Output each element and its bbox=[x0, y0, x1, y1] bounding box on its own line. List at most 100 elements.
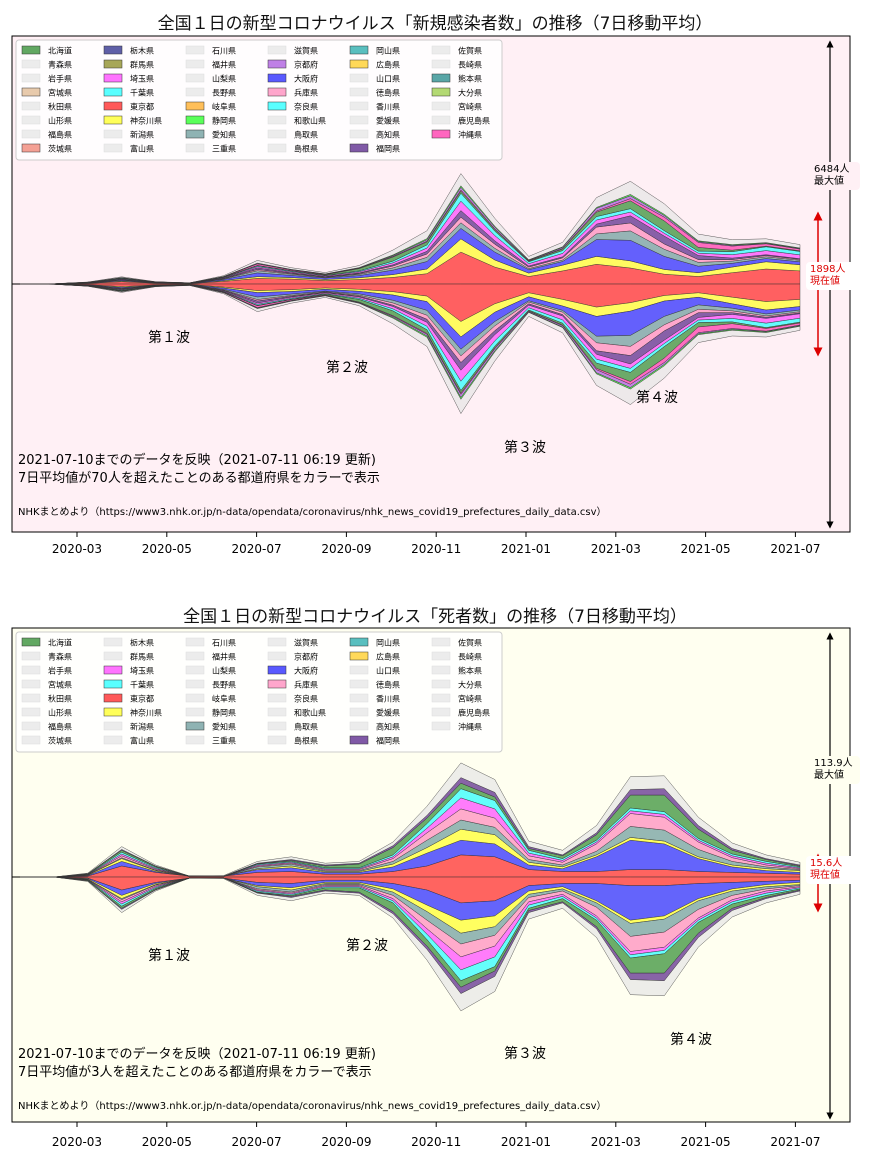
legend-label: 埼玉県 bbox=[130, 666, 154, 676]
legend-swatch bbox=[349, 59, 369, 69]
legend-swatch bbox=[431, 679, 451, 689]
legend-label: 大分県 bbox=[458, 680, 482, 690]
legend-label: 愛知県 bbox=[212, 130, 236, 140]
legend-label: 滋賀県 bbox=[294, 46, 318, 56]
legend-swatch bbox=[185, 73, 205, 83]
legend-swatch bbox=[431, 101, 451, 111]
legend-label: 熊本県 bbox=[458, 74, 482, 84]
legend-swatch bbox=[185, 129, 205, 139]
legend-swatch bbox=[103, 59, 123, 69]
legend-label: 鹿児島県 bbox=[458, 116, 490, 126]
legend-swatch bbox=[431, 665, 451, 675]
legend-swatch bbox=[185, 101, 205, 111]
legend-label: 石川県 bbox=[212, 639, 236, 648]
x-tick-label: 2020-11 bbox=[411, 1135, 461, 1149]
series-area-upper bbox=[20, 762, 801, 878]
legend-label: 和歌山県 bbox=[294, 116, 326, 126]
legend-label: 埼玉県 bbox=[130, 74, 154, 84]
legend-label: 神奈川県 bbox=[130, 708, 162, 718]
legend-label: 三重県 bbox=[212, 144, 236, 154]
wave-label: 第４波 bbox=[670, 1031, 712, 1048]
x-tick-label: 2020-03 bbox=[52, 542, 102, 556]
legend-label: 京都府 bbox=[294, 60, 318, 70]
x-tick-label: 2021-03 bbox=[591, 542, 641, 556]
legend-label: 兵庫県 bbox=[294, 680, 318, 690]
legend-swatch bbox=[185, 735, 205, 745]
legend-swatch bbox=[267, 665, 287, 675]
legend-label: 愛知県 bbox=[212, 722, 236, 732]
legend-label: 栃木県 bbox=[130, 46, 154, 56]
wave-label: 第２波 bbox=[346, 937, 388, 954]
current-label-bg bbox=[806, 856, 856, 884]
legend-swatch bbox=[21, 73, 41, 83]
legend-label: 兵庫県 bbox=[294, 88, 318, 98]
legend-swatch bbox=[21, 101, 41, 111]
legend-label: 佐賀県 bbox=[458, 46, 482, 56]
legend-swatch bbox=[431, 45, 451, 55]
wave-label: 第１波 bbox=[148, 947, 190, 964]
legend-swatch bbox=[431, 651, 451, 661]
legend-swatch bbox=[21, 721, 41, 731]
legend-label: 福岡県 bbox=[376, 737, 400, 746]
legend-label: 長崎県 bbox=[458, 652, 482, 662]
legend-label: 大阪府 bbox=[294, 74, 318, 84]
legend-label: 大分県 bbox=[458, 88, 482, 98]
legend-swatch bbox=[267, 129, 287, 139]
x-tick-label: 2021-05 bbox=[681, 542, 731, 556]
legend-label: 三重県 bbox=[212, 736, 236, 746]
legend-swatch bbox=[185, 115, 205, 125]
legend-label: 広島県 bbox=[376, 652, 400, 662]
legend-swatch bbox=[267, 679, 287, 689]
legend-label: 東京都 bbox=[130, 102, 154, 112]
legend-swatch bbox=[103, 115, 123, 125]
series-area-lower bbox=[20, 876, 801, 1012]
legend-swatch bbox=[185, 45, 205, 55]
x-tick-label: 2021-07 bbox=[770, 542, 820, 556]
x-tick-label: 2020-03 bbox=[52, 1135, 102, 1149]
legend-label: 熊本県 bbox=[458, 666, 482, 676]
legend-swatch bbox=[185, 679, 205, 689]
max-caption: 最大値 bbox=[814, 768, 844, 781]
legend-label: 山梨県 bbox=[212, 666, 236, 676]
legend-label: 茨城県 bbox=[48, 144, 72, 154]
legend-swatch bbox=[349, 45, 369, 55]
legend-swatch bbox=[267, 735, 287, 745]
infections-chart: 全国１日の新型コロナウイルス「新規感染者数」の推移（7日移動平均） 北海道 青森県… bbox=[0, 0, 870, 580]
stream-areas bbox=[19, 173, 801, 415]
legend-label: 青森県 bbox=[48, 652, 72, 662]
legend-label: 島根県 bbox=[294, 736, 318, 746]
legend-label: 長野県 bbox=[212, 681, 236, 690]
legend-swatch bbox=[349, 115, 369, 125]
legend-swatch bbox=[349, 651, 369, 661]
legend-swatch bbox=[267, 59, 287, 69]
legend-swatch bbox=[185, 721, 205, 731]
legend-swatch bbox=[349, 637, 369, 647]
legend-label: 愛媛県 bbox=[376, 708, 400, 718]
legend-label: 千葉県 bbox=[130, 680, 154, 690]
legend-label: 香川県 bbox=[376, 102, 400, 112]
legend-label: 山形県 bbox=[48, 708, 72, 718]
legend-label: 徳島県 bbox=[376, 88, 400, 98]
legend-swatch bbox=[267, 45, 287, 55]
current-caption: 現在値 bbox=[810, 274, 840, 287]
legend-swatch bbox=[21, 45, 41, 55]
legend-label: 秋田県 bbox=[48, 694, 72, 704]
legend-label: 大阪府 bbox=[294, 666, 318, 676]
legend-label: 奈良県 bbox=[294, 694, 318, 704]
legend-label: 青森県 bbox=[48, 60, 72, 70]
legend-label: 福井県 bbox=[212, 652, 236, 662]
legend-swatch bbox=[103, 665, 123, 675]
legend-swatch bbox=[267, 693, 287, 703]
legend-swatch bbox=[431, 73, 451, 83]
legend-box bbox=[15, 39, 503, 161]
legend-label: 富山県 bbox=[130, 144, 154, 154]
legend-label: 山形県 bbox=[48, 116, 72, 126]
legend-label: 北海道 bbox=[48, 638, 72, 648]
legend-label: 高知県 bbox=[376, 130, 400, 140]
legend-swatch bbox=[21, 143, 41, 153]
legend-label: 沖縄県 bbox=[458, 130, 482, 140]
x-tick-label: 2021-03 bbox=[591, 1135, 641, 1149]
legend-swatch bbox=[267, 101, 287, 111]
legend-label: 静岡県 bbox=[212, 116, 236, 126]
